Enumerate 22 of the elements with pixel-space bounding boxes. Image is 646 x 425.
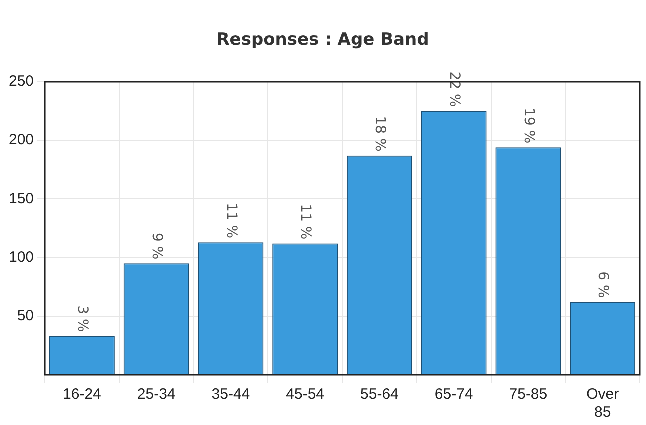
x-tick-label: 65-74 bbox=[434, 386, 474, 404]
annotation: 6 % bbox=[595, 272, 612, 298]
annotation: 11 % bbox=[298, 204, 314, 240]
chart-title: Responses : Age Band bbox=[216, 30, 430, 50]
y-tick-label: 100 bbox=[8, 248, 34, 266]
x-tick-label: 45-54 bbox=[286, 386, 325, 404]
x-tick-label: 75-85 bbox=[509, 386, 548, 404]
annotation: 22 % bbox=[446, 72, 462, 108]
x-tick-label: Over 85 bbox=[586, 386, 620, 422]
annotation: 11 % bbox=[223, 202, 240, 239]
x-tick-label: 35-44 bbox=[212, 386, 250, 404]
x-tick-label: 25-34 bbox=[137, 386, 176, 404]
y-tick-label: 250 bbox=[8, 73, 34, 90]
x-tick-label: 16-24 bbox=[63, 386, 102, 404]
y-tick-label: 50 bbox=[17, 308, 34, 325]
annotation: 19 % bbox=[520, 108, 537, 144]
annotation: 9 % bbox=[148, 232, 165, 260]
y-tick-label: 150 bbox=[8, 190, 34, 208]
annotation: 3 % bbox=[74, 306, 91, 332]
annotation: 18 % bbox=[372, 116, 388, 152]
x-tick-label: 55-64 bbox=[360, 386, 399, 404]
y-tick-label: 200 bbox=[8, 132, 34, 149]
